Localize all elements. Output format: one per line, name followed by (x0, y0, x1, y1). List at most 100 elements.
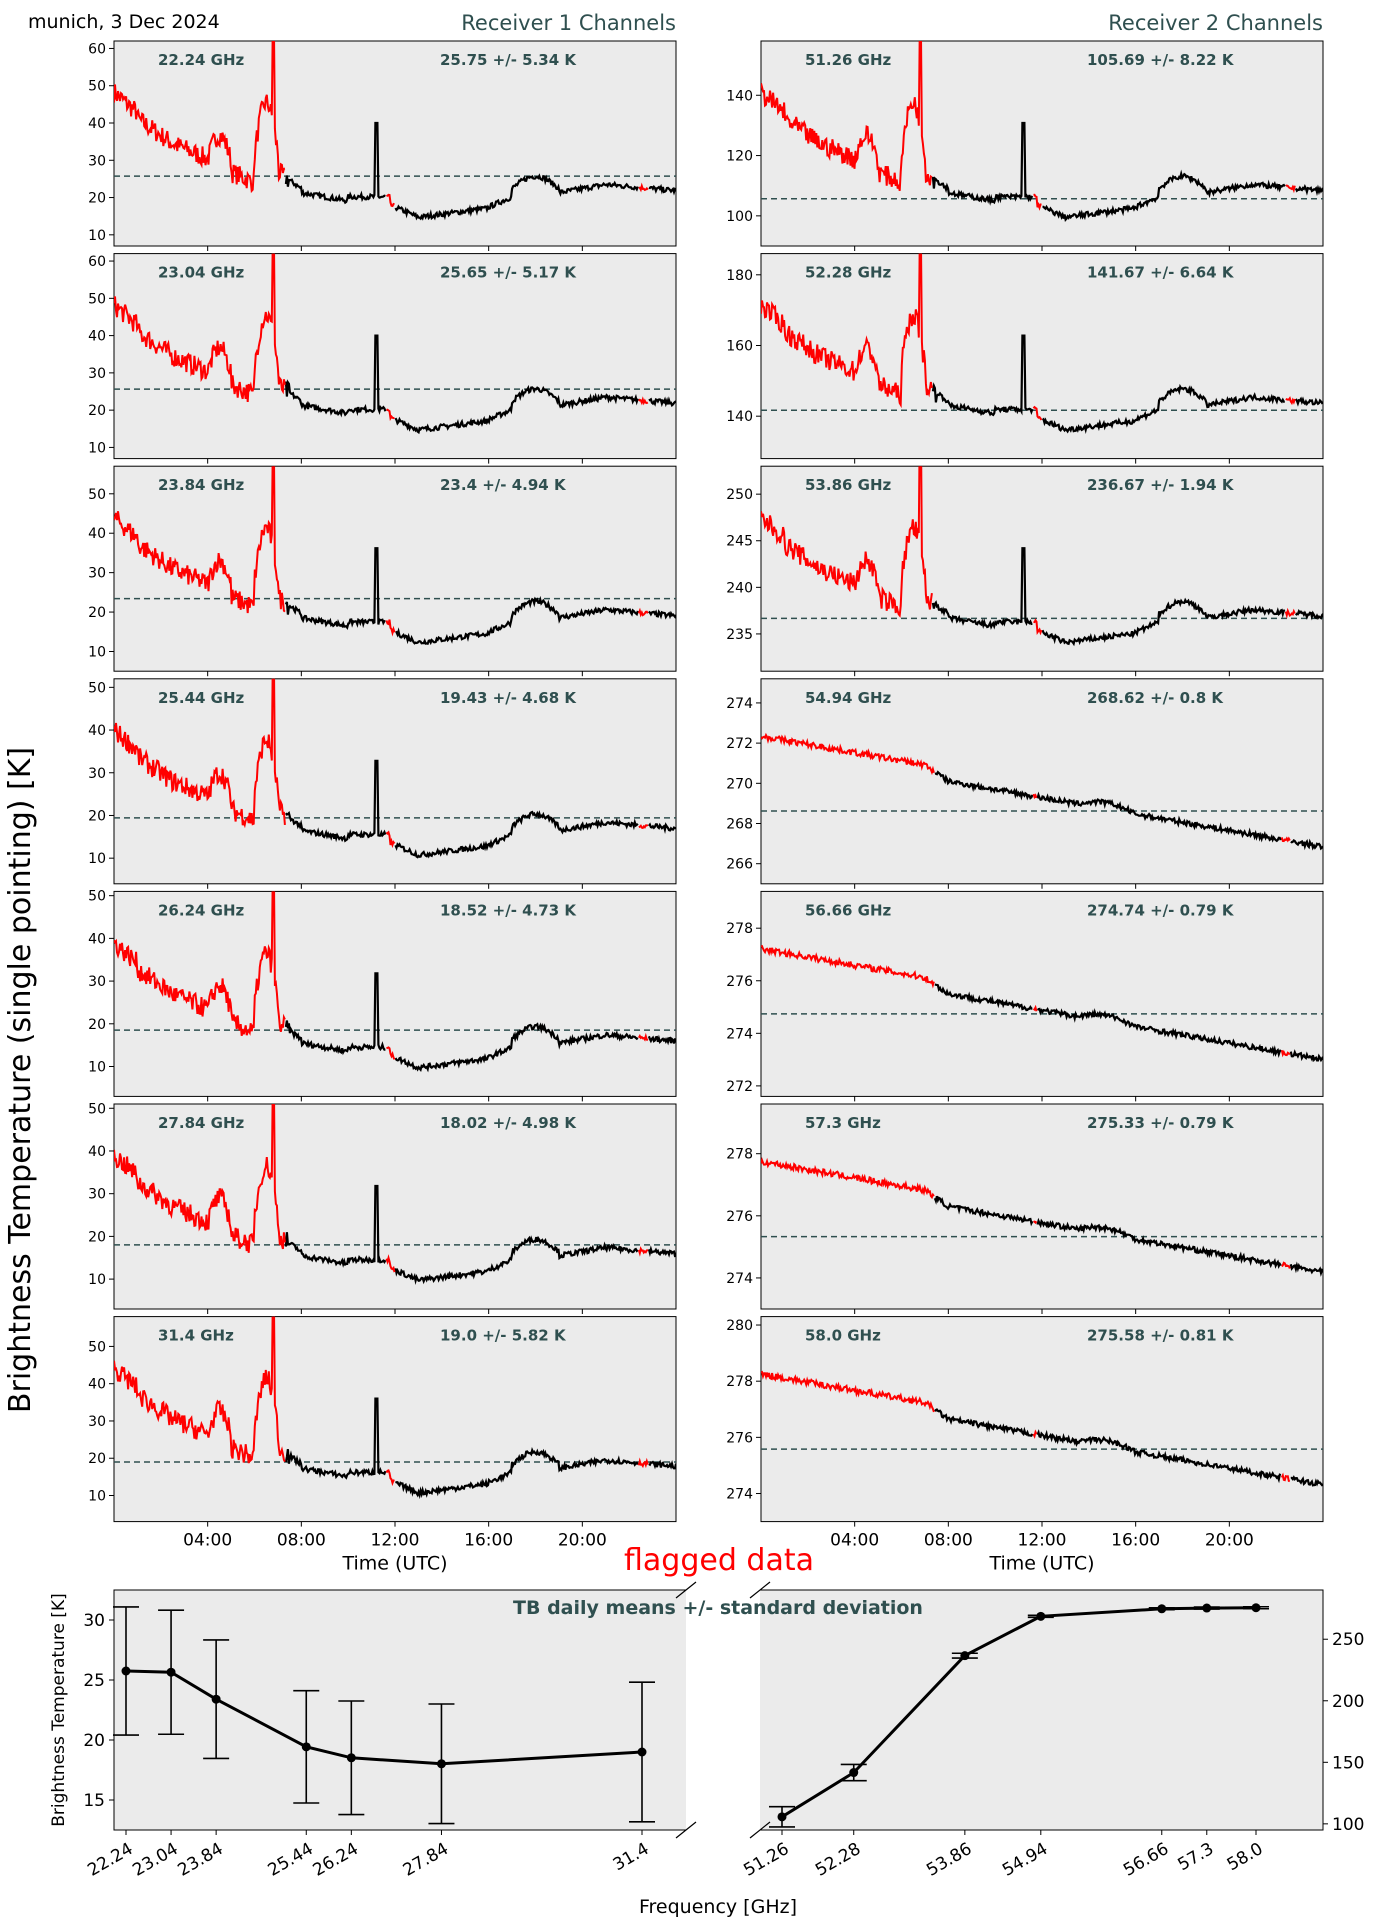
timeseries-panels: 10 20 30 40 50 60 22.24 GHz 25.75 +/- 5.34 K 10 2… (88, 40, 1324, 1575)
freq-label: 58.0 GHz (805, 1327, 881, 1345)
y-tick-label: 20 (88, 1451, 106, 1467)
panel-frame (760, 1316, 1324, 1523)
mean-point (849, 1768, 859, 1778)
freq-label: 51.26 GHz (805, 51, 892, 69)
panel-r1-5: 10 20 30 40 50 26.24 GHz 18.52 +/- 4.73 K (88, 889, 677, 1102)
x-tick-label: 12:00 (1018, 1531, 1067, 1551)
good-data-trace (284, 547, 676, 646)
freq-tick-label: 22.24 (84, 1839, 136, 1881)
y-tick-label: 40 (88, 1377, 106, 1393)
y-tick-label: 30 (88, 153, 106, 169)
y-tick-label: 30 (88, 566, 106, 582)
freq-tick-label: 23.84 (174, 1839, 226, 1881)
right-y-tick-label: 200 (1332, 1692, 1364, 1712)
y-tick-label: 20 (88, 191, 106, 207)
mean-point (960, 1651, 970, 1661)
panel-frame (760, 890, 1324, 1097)
y-tick-label: 50 (88, 889, 106, 905)
y-tick-label: 60 (88, 254, 106, 270)
freq-label: 56.66 GHz (805, 901, 892, 919)
mean-point (211, 1694, 221, 1704)
panel-frame (760, 465, 1324, 672)
x-tick-label: 04:00 (183, 1531, 232, 1551)
good-data-trace (931, 334, 1323, 434)
flagged-data-trace (114, 41, 649, 208)
left-y-tick-label: 25 (83, 1671, 105, 1691)
freq-label: 27.84 GHz (158, 1114, 245, 1132)
y-tick-label: 20 (88, 605, 106, 621)
global-ylabel: Brightness Temperature (single pointing)… (3, 747, 38, 1413)
trace-group (114, 1316, 676, 1500)
flagged-data-trace (761, 944, 1291, 1058)
trace-group (761, 732, 1323, 851)
y-tick-label: 250 (726, 487, 753, 503)
flagged-data-trace (761, 732, 1291, 843)
stat-label: 19.0 +/- 5.82 K (440, 1327, 567, 1345)
site-date-label: munich, 3 Dec 2024 (28, 11, 220, 33)
y-tick-label: 10 (88, 1060, 106, 1076)
panel-frame (113, 40, 677, 247)
y-tick-label: 270 (726, 776, 753, 792)
y-tick-label: 278 (726, 921, 753, 937)
flagged-data-trace (114, 1316, 649, 1487)
flagged-data-trace (114, 253, 649, 422)
stat-label: 25.65 +/- 5.17 K (440, 264, 577, 282)
good-data-trace (284, 121, 676, 221)
stat-label: 236.67 +/- 1.94 K (1087, 476, 1235, 494)
good-data-trace (934, 1407, 1323, 1487)
panel-frame (760, 253, 1324, 460)
panel-frame (113, 1103, 677, 1310)
flagged-data-trace (761, 1370, 1290, 1483)
y-tick-label: 276 (726, 1209, 753, 1225)
y-tick-label: 50 (88, 291, 106, 307)
y-tick-label: 180 (726, 268, 753, 284)
y-tick-label: 274 (726, 696, 753, 712)
y-tick-label: 240 (726, 580, 753, 596)
y-tick-label: 268 (726, 817, 753, 833)
x-tick-label: 16:00 (464, 1531, 513, 1551)
y-tick-label: 10 (88, 1489, 106, 1505)
y-tick-label: 40 (88, 1144, 106, 1160)
freq-label: 23.04 GHz (158, 264, 245, 282)
y-tick-label: 120 (726, 149, 753, 165)
flagged-data-trace (114, 891, 649, 1060)
trace-group (114, 678, 676, 859)
freq-label: 22.24 GHz (158, 51, 245, 69)
stat-label: 275.33 +/- 0.79 K (1087, 1114, 1235, 1132)
y-tick-label: 40 (88, 931, 106, 947)
trace-group (761, 466, 1323, 647)
x-tick-label: 04:00 (830, 1531, 879, 1551)
x-tick-label: 20:00 (558, 1531, 607, 1551)
good-data-trace (934, 770, 1323, 851)
stat-label: 23.4 +/- 4.94 K (440, 476, 567, 494)
y-tick-label: 50 (88, 487, 106, 503)
stat-label: 141.67 +/- 6.64 K (1087, 264, 1235, 282)
panel-r2-5: 272 274 276 278 56.66 GHz 274.74 +/- 0.79 K (726, 890, 1324, 1102)
left-frame (113, 1589, 686, 1831)
y-tick-label: 278 (726, 1147, 753, 1163)
means-xlabel: Frequency [GHz] (639, 1896, 797, 1918)
y-tick-label: 20 (88, 1017, 106, 1033)
freq-tick-label: 58.0 (1224, 1839, 1267, 1875)
good-data-trace (284, 1397, 676, 1500)
flagged-data-label: flagged data (624, 1543, 814, 1578)
mean-point (1202, 1603, 1212, 1613)
stat-label: 25.75 +/- 5.34 K (440, 51, 577, 69)
good-data-trace (933, 1195, 1323, 1277)
panel-r2-2: 140 160 180 52.28 GHz 141.67 +/- 6.64 K (726, 253, 1324, 464)
right-y-tick-label: 150 (1332, 1753, 1364, 1773)
panel-r2-3: 235 240 245 250 53.86 GHz 236.67 +/- 1.94 K (726, 465, 1324, 677)
receiver1-title: Receiver 1 Channels (461, 11, 676, 35)
mean-point (1157, 1604, 1167, 1614)
y-tick-label: 40 (88, 723, 106, 739)
y-tick-label: 30 (88, 766, 106, 782)
y-tick-label: 20 (88, 1229, 106, 1245)
stat-label: 105.69 +/- 8.22 K (1087, 51, 1235, 69)
stat-label: 18.02 +/- 4.98 K (440, 1114, 577, 1132)
panel-frame (113, 678, 677, 885)
right-y-tick-label: 100 (1332, 1815, 1364, 1835)
y-tick-label: 50 (88, 79, 106, 95)
flagged-data-trace (114, 466, 649, 637)
right-y-tick-label: 250 (1332, 1630, 1364, 1650)
